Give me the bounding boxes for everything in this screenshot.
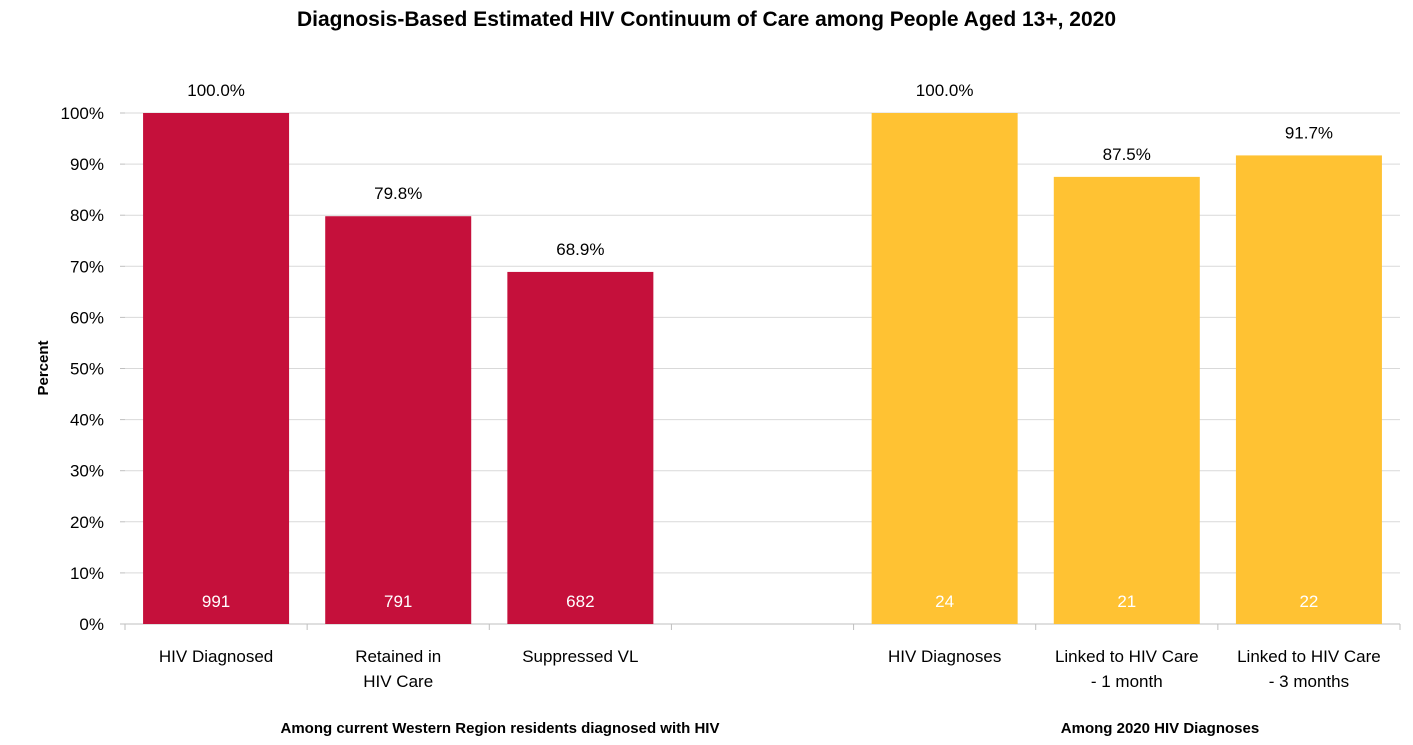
y-tick-label: 60%: [70, 308, 104, 327]
y-tick-label: 90%: [70, 155, 104, 174]
y-tick-label: 70%: [70, 257, 104, 276]
bar: [1235, 155, 1382, 624]
x-category-label: Linked to HIV Care: [1237, 647, 1381, 666]
bar-value-label: 100.0%: [187, 81, 245, 100]
x-category-label: Linked to HIV Care: [1055, 647, 1199, 666]
gridlines: [125, 112, 1400, 574]
bar-value-label: 79.8%: [374, 184, 422, 203]
y-tick-label: 50%: [70, 360, 104, 379]
x-category-label: Suppressed VL: [522, 647, 638, 666]
bar-count-label: 682: [566, 592, 594, 611]
group-label-right: Among 2020 HIV Diagnoses: [1060, 720, 1260, 737]
bar: [507, 271, 654, 624]
x-category-label: - 1 month: [1091, 672, 1163, 691]
group-label-left: Among current Western Region residents d…: [280, 720, 720, 737]
y-tick-label: 0%: [79, 615, 104, 634]
bar: [325, 216, 472, 625]
bar: [143, 113, 290, 624]
x-category-label: HIV Care: [363, 672, 433, 691]
chart-title: Diagnosis-Based Estimated HIV Continuum …: [297, 8, 1116, 31]
bar-value-label: 68.9%: [556, 240, 604, 259]
bar-count-label: 22: [1299, 592, 1318, 611]
y-axis-title: Percent: [35, 340, 52, 395]
x-category-label: HIV Diagnosed: [159, 647, 273, 666]
bar: [871, 113, 1018, 624]
x-category-label: - 3 months: [1269, 672, 1349, 691]
bar-count-label: 991: [202, 592, 230, 611]
y-tick-label: 80%: [70, 206, 104, 225]
y-tick-label: 10%: [70, 564, 104, 583]
bar-value-label: 100.0%: [916, 81, 974, 100]
bar: [1053, 176, 1200, 624]
bar-value-label: 91.7%: [1285, 123, 1333, 142]
bar-count-label: 24: [935, 592, 954, 611]
x-category-label: HIV Diagnoses: [888, 647, 1001, 666]
bar-value-label: 87.5%: [1103, 145, 1151, 164]
x-category-label: Retained in: [355, 647, 441, 666]
bar-count-label: 21: [1117, 592, 1136, 611]
bar-count-label: 791: [384, 592, 412, 611]
y-tick-label: 30%: [70, 462, 104, 481]
data-labels: 100.0% 991 HIV Diagnosed 79.8% 791 Retained i…: [159, 81, 1381, 691]
y-tick-label: 40%: [70, 411, 104, 430]
y-tick-label: 100%: [61, 104, 104, 123]
y-tick-label: 20%: [70, 513, 104, 532]
bars: [143, 113, 1382, 625]
